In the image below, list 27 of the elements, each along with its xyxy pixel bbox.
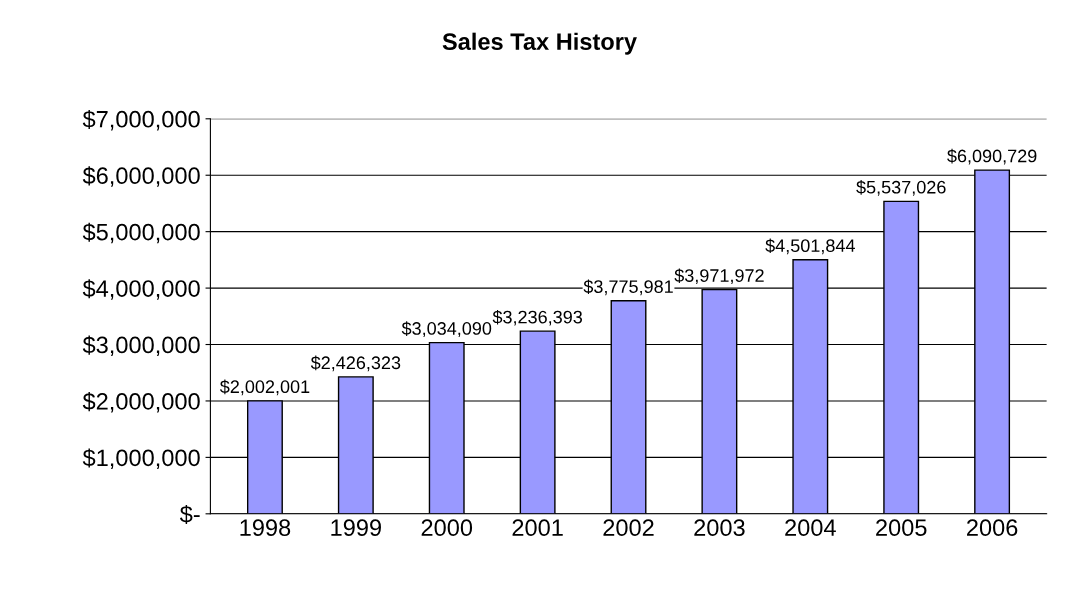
data-label: $3,236,393 xyxy=(492,309,583,326)
chart-title: Sales Tax History xyxy=(442,32,637,55)
data-label: $3,034,090 xyxy=(401,321,492,337)
y-tick-label: $3,000,000 xyxy=(82,335,200,357)
x-tick-label: 2002 xyxy=(603,519,654,537)
x-tick-label: 2000 xyxy=(421,519,473,537)
y-tick-label: $7,000,000 xyxy=(82,109,200,131)
x-tick-label: 2003 xyxy=(694,519,745,537)
y-tick-label: $1,000,000 xyxy=(82,448,200,469)
x-tick-label: 2004 xyxy=(785,519,836,537)
x-tick-label: 2006 xyxy=(967,519,1018,537)
y-tick-label: $6,000,000 xyxy=(82,166,200,187)
data-label: $4,501,844 xyxy=(765,238,855,255)
data-label: $3,971,972 xyxy=(674,268,764,285)
y-tick-label: $5,000,000 xyxy=(82,222,200,244)
data-label: $2,002,001 xyxy=(219,379,310,396)
x-tick-label: 2001 xyxy=(512,519,563,537)
x-tick-label: 1999 xyxy=(331,519,381,537)
data-label: $2,426,323 xyxy=(310,355,401,372)
x-tick-label: 2005 xyxy=(876,519,927,537)
x-tick-label: 1998 xyxy=(240,519,291,537)
y-tick-label: $- xyxy=(179,504,200,524)
data-label: $6,090,729 xyxy=(947,148,1037,165)
data-label: $3,775,981 xyxy=(583,279,673,296)
y-tick-label: $4,000,000 xyxy=(82,279,200,300)
y-tick-label: $2,000,000 xyxy=(82,392,200,413)
data-label: $5,537,026 xyxy=(856,180,946,196)
